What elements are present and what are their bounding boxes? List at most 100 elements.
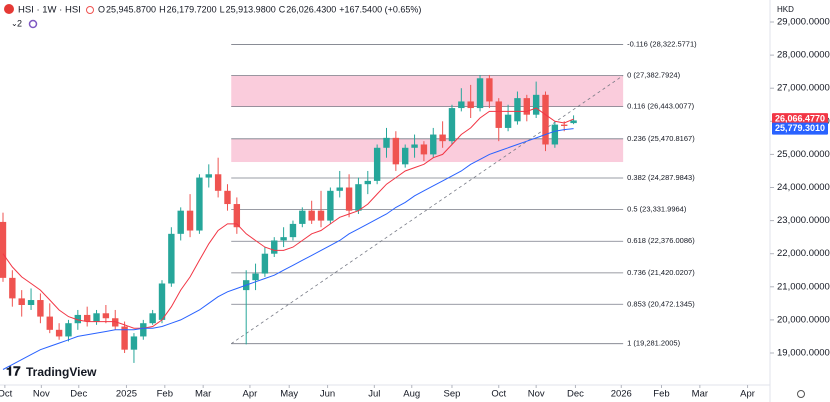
x-tick-label: Apr xyxy=(243,389,258,400)
candle-body xyxy=(383,137,390,148)
candle-body xyxy=(402,147,409,165)
candle-body xyxy=(523,98,531,115)
candle-body xyxy=(205,174,212,178)
candle-body xyxy=(327,190,334,221)
candle-body xyxy=(476,78,484,109)
candle-body xyxy=(504,114,512,128)
candle-body xyxy=(345,187,353,211)
candle-body xyxy=(9,277,16,299)
logo-mark: 𝟏𝟕 xyxy=(6,363,21,378)
candle-body xyxy=(289,223,297,238)
x-tick-label: Aug xyxy=(403,389,420,400)
y-tick-label: 27,000.0000 xyxy=(777,83,830,94)
candle-body xyxy=(55,329,63,337)
fib-label: 0.618 (22,376.0086) xyxy=(627,236,695,245)
candle-body xyxy=(130,336,138,350)
trend-line xyxy=(230,75,624,345)
ohlc-value: 25,913.9800 xyxy=(226,4,276,14)
fib-zone xyxy=(231,138,624,163)
ohlc-value: 26,179.7200 xyxy=(167,4,217,14)
candle-body xyxy=(430,134,437,155)
ohlc-value: 25,945.8700 xyxy=(106,4,156,14)
candle-body xyxy=(214,174,222,191)
moving-average xyxy=(2,107,574,329)
candle-body xyxy=(168,233,175,284)
x-tick-label: Oct xyxy=(0,389,13,400)
candle-body xyxy=(149,313,156,324)
y-tick-label: 25,000.0000 xyxy=(777,149,830,160)
x-tick-label: May xyxy=(280,389,298,400)
indicator-count[interactable]: 2 xyxy=(17,18,22,28)
last-value-label: 26,066.4770 xyxy=(775,113,825,123)
last-value-label: 25,779.3010 xyxy=(775,123,825,133)
ohlc-value: 26,026.4300 xyxy=(286,4,336,14)
y-tick-label: 24,000.0000 xyxy=(777,182,830,193)
ohlc-key: H xyxy=(159,4,166,14)
y-tick-label: 20,000.0000 xyxy=(777,314,830,325)
y-tick-label: 23,000.0000 xyxy=(777,215,830,226)
x-tick-label: Dec xyxy=(567,389,584,400)
x-tick-label: Oct xyxy=(491,389,506,400)
candle-body xyxy=(317,210,325,221)
x-tick-label: 2026 xyxy=(611,389,632,400)
candle-body xyxy=(420,144,428,155)
fib-zone xyxy=(231,75,624,107)
y-tick-label: 22,000.0000 xyxy=(777,248,830,259)
candle-body xyxy=(233,204,241,228)
x-tick-label: Nov xyxy=(33,389,50,400)
candle-body xyxy=(112,318,119,327)
candle-body xyxy=(280,237,287,241)
y-tick-label: 29,000.0000 xyxy=(777,17,830,28)
candle-body xyxy=(261,253,269,274)
last-value-box xyxy=(772,122,828,135)
candle-body xyxy=(121,326,128,350)
fib-label: 0 (27,382.7924) xyxy=(627,71,680,80)
indicator-icon[interactable] xyxy=(28,19,38,29)
candle-body xyxy=(252,273,259,281)
candle-body xyxy=(18,298,25,306)
x-tick-label: Sep xyxy=(444,389,461,400)
candle-body xyxy=(74,314,82,324)
candle-body xyxy=(336,187,343,191)
x-tick-label: Nov xyxy=(528,389,545,400)
ohlc-key: O xyxy=(98,4,105,14)
candle-body xyxy=(271,240,278,254)
y-tick-label: 21,000.0000 xyxy=(777,281,830,292)
candle-body xyxy=(551,124,559,145)
fib-label: 1 (19,281.2005) xyxy=(627,339,680,348)
candle-body xyxy=(373,147,381,181)
candle-body xyxy=(561,124,568,126)
market-status xyxy=(86,6,94,14)
candle-body xyxy=(458,101,465,109)
candle-body xyxy=(186,210,194,231)
candle-body xyxy=(196,177,203,231)
candle-body xyxy=(308,210,315,221)
candle-body xyxy=(439,134,446,142)
candle-body xyxy=(140,323,147,337)
collapse-icon[interactable]: ⌄ xyxy=(11,19,18,28)
candle-body xyxy=(392,137,400,165)
x-tick-label: Dec xyxy=(70,389,87,400)
fib-label: 0.382 (24,287.9843) xyxy=(627,173,695,182)
y-tick-label: 19,000.0000 xyxy=(777,348,830,359)
candle-body xyxy=(355,184,362,211)
candle-body xyxy=(158,283,166,320)
candle-body xyxy=(486,78,493,102)
candle-body xyxy=(448,108,456,142)
x-tick-label: Apr xyxy=(740,389,755,400)
settings-icon[interactable] xyxy=(797,390,805,398)
fib-label: 0.116 (26,443.0077) xyxy=(627,102,695,111)
last-value-box xyxy=(772,113,828,126)
x-tick-label: Jun xyxy=(320,389,335,400)
ohlc-key: L xyxy=(220,4,225,14)
x-tick-label: Mar xyxy=(692,389,708,400)
candle-body xyxy=(514,98,521,122)
candle-body xyxy=(83,314,91,322)
symbol-icon xyxy=(4,4,14,14)
x-tick-label: 2025 xyxy=(116,389,137,400)
x-tick-label: Feb xyxy=(157,389,173,400)
candle-body xyxy=(224,190,231,205)
currency[interactable]: HKD xyxy=(777,5,794,14)
